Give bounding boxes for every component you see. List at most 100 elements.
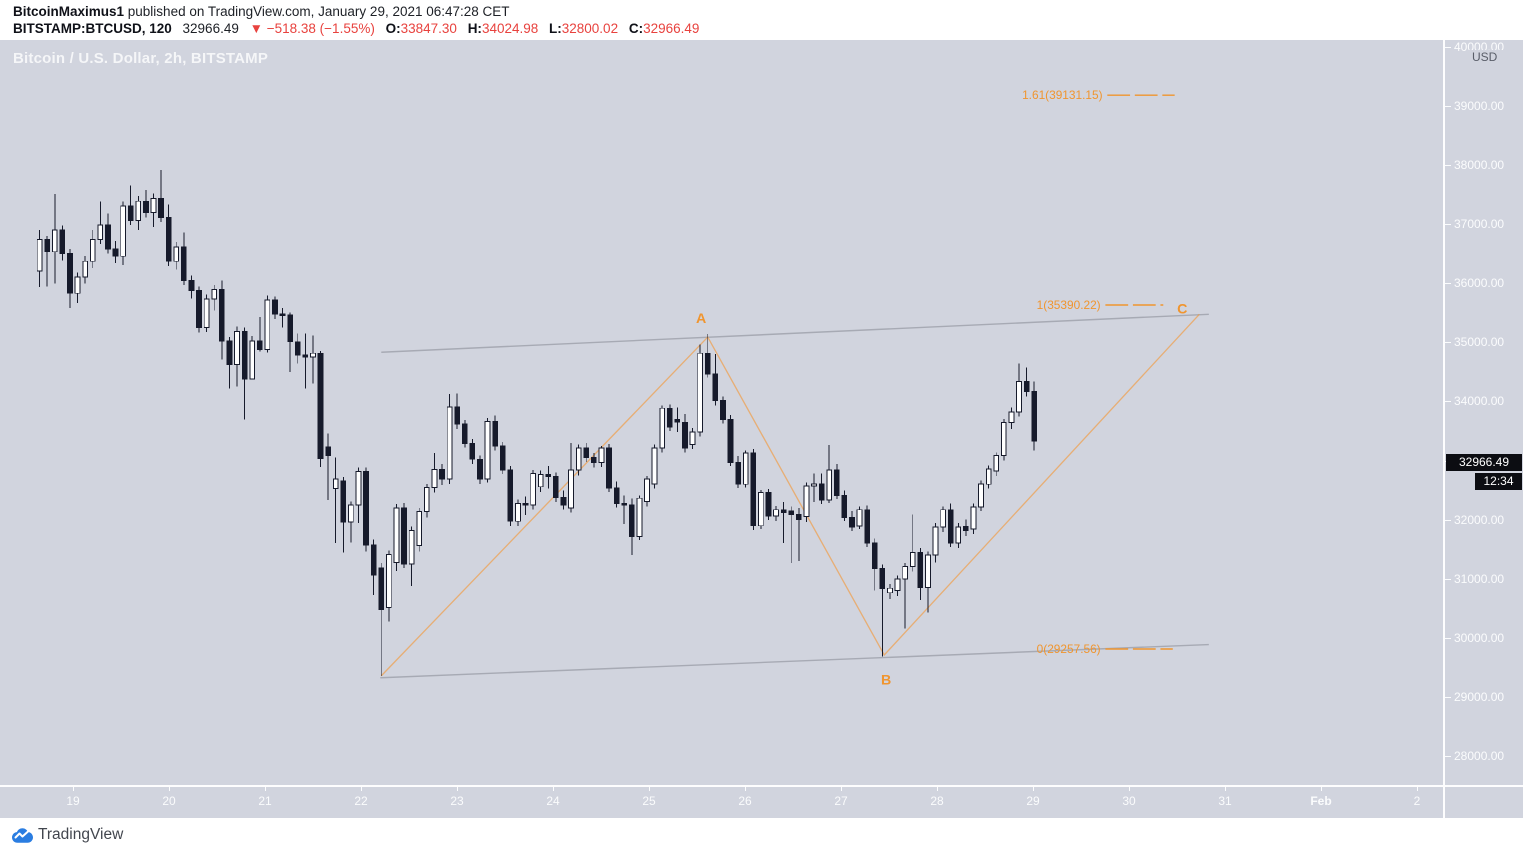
candle: [606, 444, 612, 492]
open-value: 33847.30: [400, 21, 457, 36]
channel-line[interactable]: [380, 643, 1209, 679]
price-axis-label: 35000.00: [1454, 335, 1505, 350]
candle: [955, 523, 962, 548]
axis-horizontal-separator: [0, 785, 1523, 787]
candle: [370, 539, 377, 595]
candle: [1023, 367, 1030, 397]
author-name: BitcoinMaximus1: [13, 4, 125, 19]
candle: [644, 476, 650, 507]
candle: [826, 445, 833, 504]
time-axis-label: 26: [738, 794, 752, 808]
time-axis-label: 22: [354, 794, 368, 808]
tradingview-logo-icon[interactable]: [10, 826, 35, 845]
candle: [560, 490, 567, 510]
close-value: 32966.49: [643, 21, 700, 36]
candle: [879, 564, 886, 657]
wave-point-label-a[interactable]: A: [696, 311, 706, 327]
candle: [461, 420, 468, 448]
candle: [1016, 363, 1022, 417]
time-axis[interactable]: 19 20 21 22 23 24 25 26 27 28 29 30 31 Feb 2: [0, 787, 1443, 818]
candle: [105, 213, 111, 254]
last-price-text: 32966.49: [182, 21, 239, 36]
time-tick: [841, 787, 842, 791]
time-axis-label: 2: [1413, 794, 1421, 808]
time-axis-label: 30: [1122, 794, 1136, 808]
fib-level-label: 1.61(39131.15): [1022, 88, 1102, 102]
fib-level-label: 1(35390.22): [1037, 298, 1101, 312]
candle: [553, 472, 559, 502]
brand-name[interactable]: TradingView: [38, 826, 124, 843]
price-tick: [1445, 401, 1451, 403]
candle: [67, 248, 73, 308]
channel-line[interactable]: [381, 313, 1209, 353]
low-value: 32800.02: [561, 21, 619, 36]
time-axis-label: 23: [450, 794, 464, 808]
candle: [386, 550, 392, 622]
candle: [651, 444, 658, 489]
price-axis-label: 32000.00: [1454, 512, 1505, 527]
candle: [750, 449, 757, 530]
candle: [150, 193, 157, 228]
candle: [211, 284, 218, 311]
abc-zigzag-line[interactable]: [380, 313, 1200, 677]
price-tick: [1445, 105, 1451, 107]
price-axis-label: 31000.00: [1454, 571, 1505, 586]
candle: [317, 351, 324, 468]
candle: [841, 490, 848, 521]
candle: [355, 467, 362, 524]
price-tick: [1445, 46, 1451, 48]
candle: [234, 326, 240, 387]
candlestick-chart[interactable]: 1.61(39131.15) 1(35390.22) 0(29257.56) A B C: [0, 40, 1443, 785]
candle: [249, 336, 256, 380]
candle: [97, 201, 104, 244]
price-axis-label: 38000.00: [1454, 158, 1505, 172]
candle: [181, 232, 187, 285]
candle: [940, 506, 946, 533]
candle: [780, 502, 787, 543]
candle: [1008, 407, 1015, 429]
price-axis[interactable]: 40000.00 39000.00 38000.00 37000.00 36000.00…: [1445, 40, 1523, 785]
time-tick: [361, 787, 362, 791]
candle: [59, 225, 66, 261]
chart-pane[interactable]: 1.61(39131.15) 1(35390.22) 0(29257.56) A B C …: [0, 40, 1443, 785]
candle: [932, 523, 939, 563]
candle: [112, 241, 119, 264]
open-label: O:: [385, 21, 401, 36]
price-tick: [1445, 165, 1451, 166]
candle: [264, 295, 271, 353]
candle: [241, 327, 248, 420]
candle: [378, 563, 385, 676]
candle: [74, 272, 81, 303]
wave-point-label-b[interactable]: B: [881, 672, 891, 688]
candle: [993, 452, 1000, 477]
time-tick: [265, 787, 266, 791]
candle: [158, 169, 164, 223]
candle: [970, 503, 977, 534]
candle: [135, 196, 142, 230]
candle: [947, 503, 954, 547]
time-tick: [553, 787, 554, 791]
candle: [492, 415, 498, 451]
candle: [446, 393, 453, 484]
price-axis-label: 39000.00: [1454, 98, 1505, 113]
candle: [682, 413, 688, 453]
candle: [583, 442, 590, 463]
time-axis-label: 31: [1218, 794, 1232, 808]
fib-level-label: 0(29257.56): [1037, 642, 1101, 656]
price-axis-label: 28000.00: [1454, 749, 1505, 763]
candle: [272, 296, 278, 320]
candle: [894, 575, 901, 597]
candle: [484, 417, 491, 483]
high-value: 34024.98: [481, 21, 539, 36]
candle: [507, 465, 514, 527]
candle: [423, 483, 430, 518]
candle: [522, 496, 529, 515]
time-axis-label: 29: [1026, 794, 1040, 808]
wave-point-label-c[interactable]: C: [1177, 301, 1187, 317]
candle: [697, 344, 703, 437]
candle: [294, 333, 301, 364]
candle: [902, 563, 908, 629]
time-tick: [745, 787, 746, 791]
candle: [89, 229, 96, 269]
candle: [712, 353, 719, 406]
